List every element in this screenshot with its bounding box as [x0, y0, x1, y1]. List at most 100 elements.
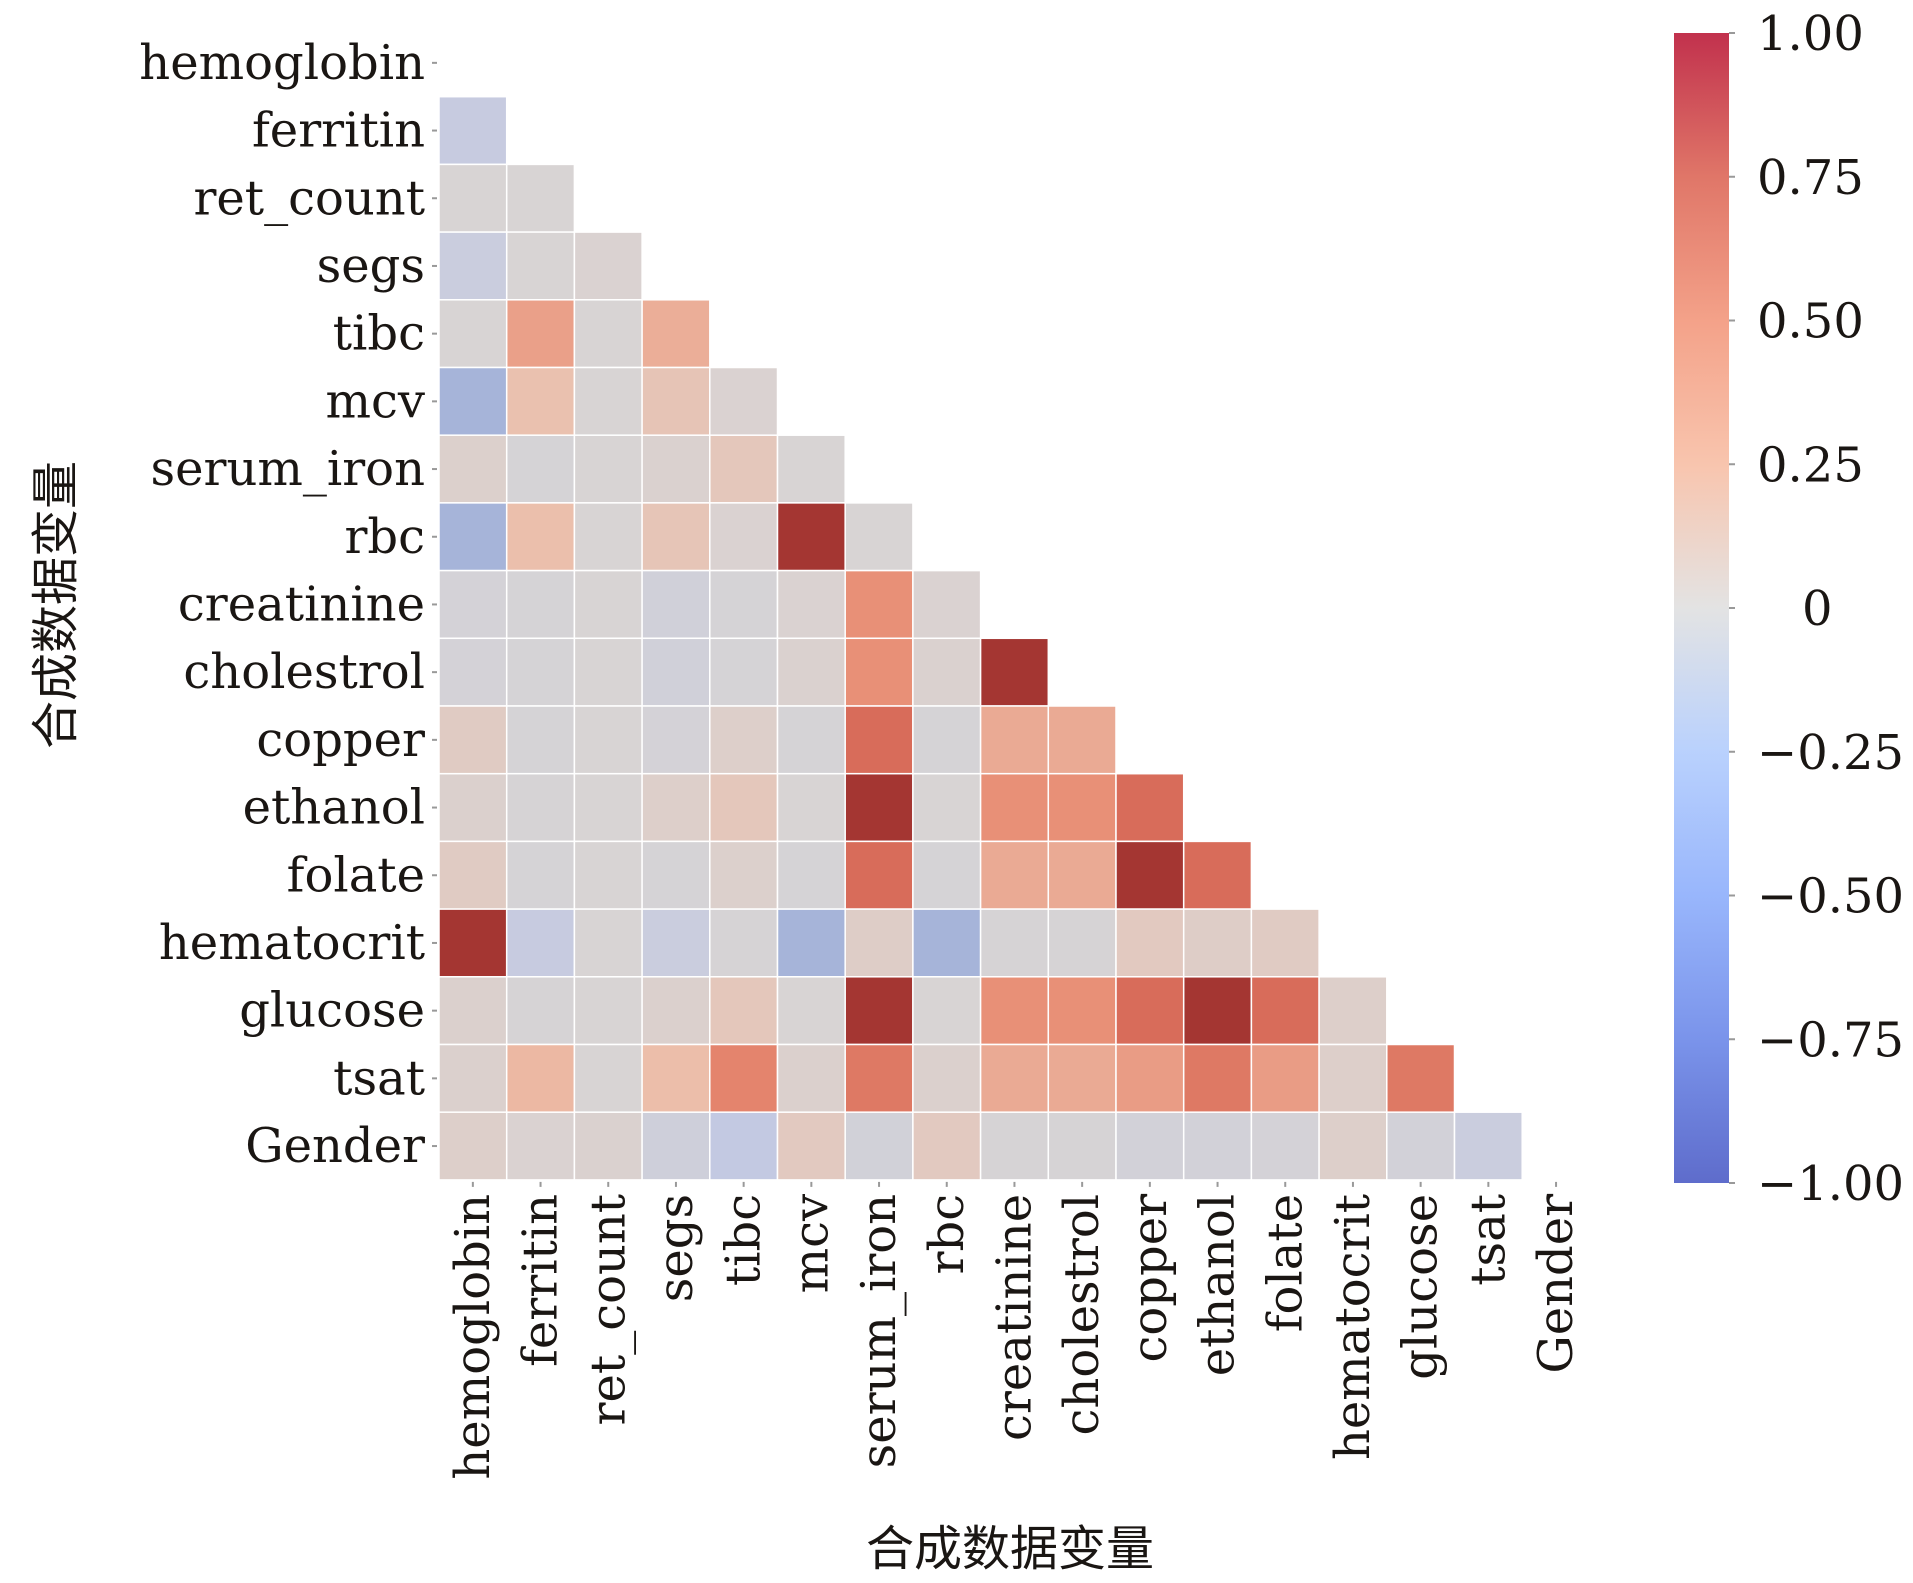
- colorbar-tick-label: 0.75: [1757, 150, 1864, 206]
- heatmap-cell-tsat-copper: [1115, 1043, 1185, 1113]
- heatmap-cell-copper-ret_count: [573, 705, 643, 775]
- heatmap-cell-glucose-folate: [1250, 976, 1320, 1046]
- heatmap-cell-serum_iron-ferritin: [505, 434, 576, 504]
- heatmap-cell-tibc-segs: [641, 299, 711, 369]
- heatmap-cell-creatinine-ret_count: [573, 569, 643, 640]
- heatmap-cell-glucose-segs: [641, 976, 711, 1046]
- heatmap-cell-serum_iron-ret_count: [573, 434, 643, 504]
- y-tick-label-ethanol: ethanol: [243, 780, 425, 836]
- x-tick-label-hematocrit: hematocrit: [1325, 1194, 1381, 1460]
- heatmap-cell-tsat-tibc: [709, 1043, 779, 1113]
- heatmap-cell-tsat-ret_count: [573, 1043, 643, 1113]
- heatmap-cell-cholestrol-segs: [641, 637, 711, 707]
- heatmap-cell-ethanol-tibc: [709, 772, 779, 843]
- heatmap-cell-folate-cholestrol: [1047, 840, 1117, 910]
- heatmap-cell-Gender-segs: [641, 1111, 711, 1181]
- heatmap-cell-mcv-ferritin: [505, 366, 576, 436]
- heatmap-cell-Gender-glucose: [1386, 1111, 1456, 1181]
- heatmap-cell-rbc-ferritin: [505, 502, 576, 572]
- heatmap-cell-glucose-mcv: [776, 976, 846, 1046]
- heatmap-cell-glucose-ret_count: [573, 976, 643, 1046]
- heatmap-cell-copper-segs: [641, 705, 711, 775]
- heatmap-cell-tsat-rbc: [912, 1043, 982, 1113]
- heatmap-cell-tibc-ferritin: [505, 299, 576, 369]
- heatmap-cell-cholestrol-tibc: [709, 637, 779, 707]
- y-tick-label-cholestrol: cholestrol: [183, 644, 425, 700]
- heatmap-cell-tsat-ethanol: [1182, 1043, 1253, 1113]
- heatmap-cell-creatinine-rbc: [912, 569, 982, 640]
- heatmap-cell-copper-rbc: [912, 705, 982, 775]
- heatmap-cell-serum_iron-hemoglobin: [438, 434, 508, 504]
- heatmap-cell-Gender-ferritin: [505, 1111, 576, 1181]
- heatmap-cell-segs-ferritin: [505, 231, 576, 301]
- heatmap-cell-cholestrol-rbc: [912, 637, 982, 707]
- heatmap-cell-copper-tibc: [709, 705, 779, 775]
- heatmap-cell-copper-cholestrol: [1047, 705, 1117, 775]
- y-tick-label-hematocrit: hematocrit: [159, 915, 425, 971]
- x-tick-label-ethanol: ethanol: [1190, 1194, 1246, 1376]
- heatmap-cell-glucose-serum_iron: [844, 976, 914, 1046]
- heatmap-cell-hematocrit-tibc: [709, 908, 779, 978]
- x-tick-label-creatinine: creatinine: [986, 1194, 1042, 1441]
- colorbar-tick-label: −0.75: [1757, 1012, 1904, 1068]
- heatmap-cell-tsat-creatinine: [979, 1043, 1050, 1113]
- heatmap-cell-tsat-glucose: [1386, 1043, 1456, 1113]
- y-axis-title: 合成数据变量: [28, 461, 84, 749]
- y-tick-label-creatinine: creatinine: [178, 576, 425, 632]
- colorbar-tick-label: −0.50: [1757, 869, 1904, 925]
- y-tick-label-tsat: tsat: [333, 1050, 425, 1106]
- heatmap-cell-glucose-hematocrit: [1318, 976, 1388, 1046]
- heatmap-cell-hematocrit-hemoglobin: [438, 908, 508, 978]
- x-tick-label-folate: folate: [1257, 1194, 1313, 1332]
- x-tick-label-ferritin: ferritin: [513, 1194, 569, 1367]
- colorbar-tick-label: 0: [1802, 581, 1833, 637]
- heatmap-cell-tsat-ferritin: [505, 1043, 576, 1113]
- heatmap-cell-glucose-copper: [1115, 976, 1185, 1046]
- x-axis-title: 合成数据变量: [866, 1521, 1154, 1577]
- heatmap-cell-ret_count-ferritin: [505, 163, 576, 233]
- heatmap-cell-tibc-ret_count: [573, 299, 643, 369]
- x-tick-label-Gender: Gender: [1528, 1194, 1584, 1374]
- y-tick-label-mcv: mcv: [325, 373, 425, 429]
- x-tick-label-serum_iron: serum_iron: [851, 1194, 907, 1469]
- heatmap-cell-copper-creatinine: [979, 705, 1050, 775]
- y-tick-label-glucose: glucose: [239, 983, 425, 1039]
- heatmap-cell-glucose-ferritin: [505, 976, 576, 1046]
- heatmap-cell-ethanol-copper: [1115, 772, 1185, 843]
- heatmap-cell-glucose-tibc: [709, 976, 779, 1046]
- y-tick-label-hemoglobin: hemoglobin: [139, 35, 425, 91]
- x-tick-label-glucose: glucose: [1393, 1194, 1449, 1380]
- y-tick-label-Gender: Gender: [245, 1118, 425, 1174]
- y-tick-label-segs: segs: [317, 238, 425, 294]
- heatmap-cell-hematocrit-ferritin: [505, 908, 576, 978]
- colorbar-ticks: 1.00 0.75 0.50 0.25 0 −0.25 −0.50 −0.75 −1.00: [1729, 6, 1904, 1212]
- heatmap-cell-hematocrit-folate: [1250, 908, 1320, 978]
- colorbar-tick-label: 0.25: [1757, 437, 1864, 493]
- x-tick-label-rbc: rbc: [919, 1194, 975, 1275]
- heatmap-cell-folate-segs: [641, 840, 711, 910]
- heatmap-cell-Gender-hemoglobin: [438, 1111, 508, 1181]
- heatmap-cell-hematocrit-ret_count: [573, 908, 643, 978]
- x-tick-label-ret_count: ret_count: [580, 1194, 636, 1426]
- heatmap-cell-Gender-rbc: [912, 1111, 982, 1181]
- heatmap-cell-folate-ret_count: [573, 840, 643, 910]
- x-tick-label-hemoglobin: hemoglobin: [445, 1194, 501, 1480]
- heatmap-cell-tsat-hematocrit: [1318, 1043, 1388, 1113]
- heatmap-cell-Gender-tsat: [1453, 1111, 1523, 1181]
- heatmap-cell-Gender-tibc: [709, 1111, 779, 1181]
- x-axis-ticks: hemoglobin ferritin ret_count segs tibc mcv se…: [445, 1181, 1584, 1480]
- heatmap-cell-hematocrit-serum_iron: [844, 908, 914, 978]
- heatmap-cell-serum_iron-segs: [641, 434, 711, 504]
- heatmap-cell-copper-ferritin: [505, 705, 576, 775]
- heatmap-cell-folate-tibc: [709, 840, 779, 910]
- heatmap-cell-rbc-mcv: [776, 502, 846, 572]
- heatmap-cell-hematocrit-ethanol: [1182, 908, 1253, 978]
- heatmap-cell-Gender-creatinine: [979, 1111, 1050, 1181]
- heatmap-cell-copper-hemoglobin: [438, 705, 508, 775]
- heatmap-cell-copper-serum_iron: [844, 705, 914, 775]
- x-tick-label-segs: segs: [648, 1194, 704, 1302]
- heatmap-cell-folate-hemoglobin: [438, 840, 508, 910]
- heatmap-cell-ethanol-hemoglobin: [438, 772, 508, 843]
